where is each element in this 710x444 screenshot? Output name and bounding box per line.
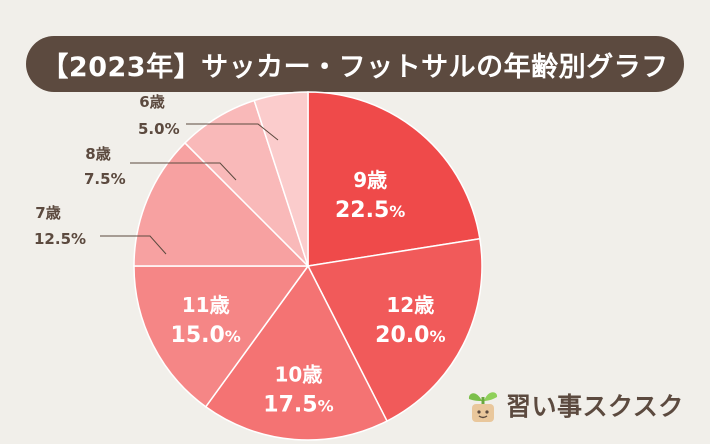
pie-slice-10歳 <box>204 264 388 441</box>
pie-slice-11歳 <box>133 265 310 408</box>
logo-text: 習い事スクスク <box>506 392 684 421</box>
slice-value: 7.5% <box>84 170 126 188</box>
title-bar: 【2023年】サッカー・フットサルの年齢別グラフ <box>26 36 684 92</box>
pie-slice-9歳 <box>307 91 481 267</box>
pie-slice-6歳 <box>253 91 309 267</box>
slice-label: 7歳 <box>35 204 60 222</box>
pie-slice-12歳 <box>306 237 483 423</box>
leader-line <box>130 162 237 181</box>
slice-value: 20.0% <box>375 323 445 348</box>
slice-label: 6歳 <box>139 93 164 111</box>
slice-value: 15.0% <box>171 323 241 348</box>
slice-value: 22.5% <box>335 198 405 223</box>
slice-label: 12歳 <box>386 293 434 317</box>
slice-label: 9歳 <box>353 168 387 192</box>
slice-label: 11歳 <box>182 293 230 317</box>
slice-value: 12.5% <box>34 230 86 248</box>
slice-label: 8歳 <box>85 145 110 163</box>
sprout-logo-icon <box>468 392 498 422</box>
slice-value: 17.5% <box>263 392 333 417</box>
chart-title: 【2023年】サッカー・フットサルの年齢別グラフ <box>41 51 669 83</box>
leader-line <box>186 123 279 141</box>
slice-value: 5.0% <box>138 120 180 138</box>
slice-label: 10歳 <box>275 362 323 386</box>
leader-line <box>100 235 167 255</box>
logo: 習い事スクスク <box>466 386 684 424</box>
pie-slice-7歳 <box>133 141 310 267</box>
